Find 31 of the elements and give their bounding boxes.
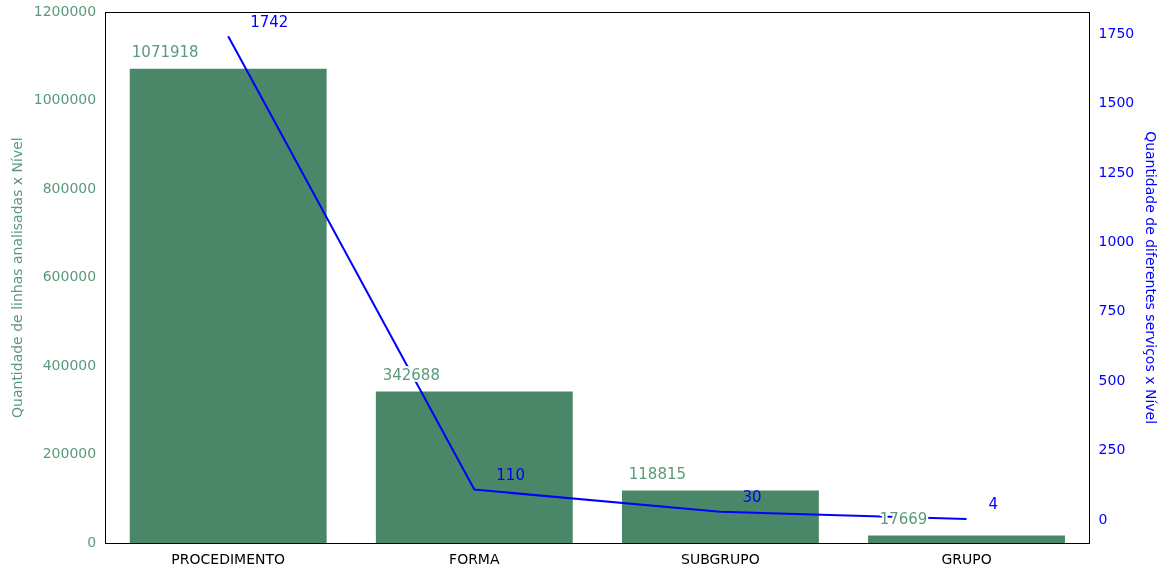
bar — [375, 391, 573, 544]
data-label: 110 — [496, 465, 525, 484]
x-tick-label: SUBGRUPO — [681, 551, 760, 568]
y2-tick-label: 500 — [1098, 371, 1126, 388]
data-label: 1071918 — [131, 43, 199, 62]
data-label: 118815 — [628, 465, 687, 483]
y-tick-label: 1000000 — [33, 91, 97, 108]
y2-tick-label: 250 — [1098, 441, 1126, 458]
y-tick-label: 400000 — [42, 356, 97, 373]
y-tick-label: 600000 — [42, 268, 97, 285]
data-label: 1742 — [250, 12, 289, 31]
y2-tick-label: 1500 — [1098, 94, 1135, 111]
y2-tick-label: 750 — [1098, 302, 1126, 319]
x-tick-label: GRUPO — [941, 551, 992, 568]
bar — [621, 490, 819, 544]
y-tick-label: 1200000 — [33, 2, 97, 19]
y-axis-title: Quantidade de linhas analisadas x Nível — [9, 137, 26, 418]
y-tick-label: 0 — [87, 533, 97, 550]
y-tick-label: 200000 — [42, 445, 97, 462]
bar — [129, 68, 327, 544]
data-label: 30 — [742, 488, 762, 507]
y2-tick-label: 1000 — [1098, 232, 1135, 249]
y2-axis-title: Quantidade de diferentes serviços x Nível — [1142, 131, 1159, 425]
x-tick-label: FORMA — [449, 551, 500, 568]
data-label: 4 — [988, 495, 999, 514]
y-tick-label: 800000 — [42, 179, 97, 196]
y2-tick-label: 0 — [1098, 510, 1108, 527]
bar — [868, 535, 1065, 544]
x-tick-label: PROCEDIMENTO — [171, 551, 286, 568]
y2-tick-label: 1750 — [1098, 24, 1135, 41]
y2-tick-label: 1250 — [1098, 163, 1135, 180]
